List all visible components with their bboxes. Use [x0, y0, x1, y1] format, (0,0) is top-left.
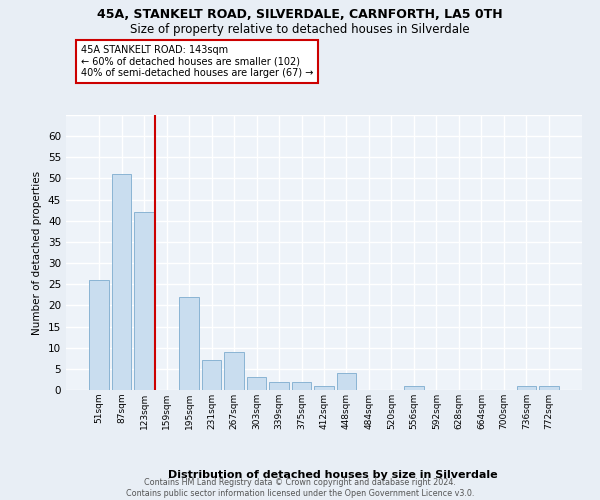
- Text: Contains HM Land Registry data © Crown copyright and database right 2024.
Contai: Contains HM Land Registry data © Crown c…: [126, 478, 474, 498]
- Bar: [202, 360, 221, 390]
- Bar: [112, 174, 131, 390]
- Text: 45A STANKELT ROAD: 143sqm
← 60% of detached houses are smaller (102)
40% of semi: 45A STANKELT ROAD: 143sqm ← 60% of detac…: [81, 45, 313, 78]
- Bar: [539, 386, 559, 390]
- Text: Distribution of detached houses by size in Silverdale: Distribution of detached houses by size …: [168, 470, 498, 480]
- Bar: [89, 280, 109, 390]
- Bar: [179, 297, 199, 390]
- Bar: [224, 352, 244, 390]
- Bar: [314, 386, 334, 390]
- Bar: [337, 373, 356, 390]
- Text: 45A, STANKELT ROAD, SILVERDALE, CARNFORTH, LA5 0TH: 45A, STANKELT ROAD, SILVERDALE, CARNFORT…: [97, 8, 503, 20]
- Bar: [517, 386, 536, 390]
- Y-axis label: Number of detached properties: Number of detached properties: [32, 170, 43, 334]
- Bar: [134, 212, 154, 390]
- Bar: [247, 378, 266, 390]
- Bar: [292, 382, 311, 390]
- Text: Size of property relative to detached houses in Silverdale: Size of property relative to detached ho…: [130, 22, 470, 36]
- Bar: [404, 386, 424, 390]
- Bar: [269, 382, 289, 390]
